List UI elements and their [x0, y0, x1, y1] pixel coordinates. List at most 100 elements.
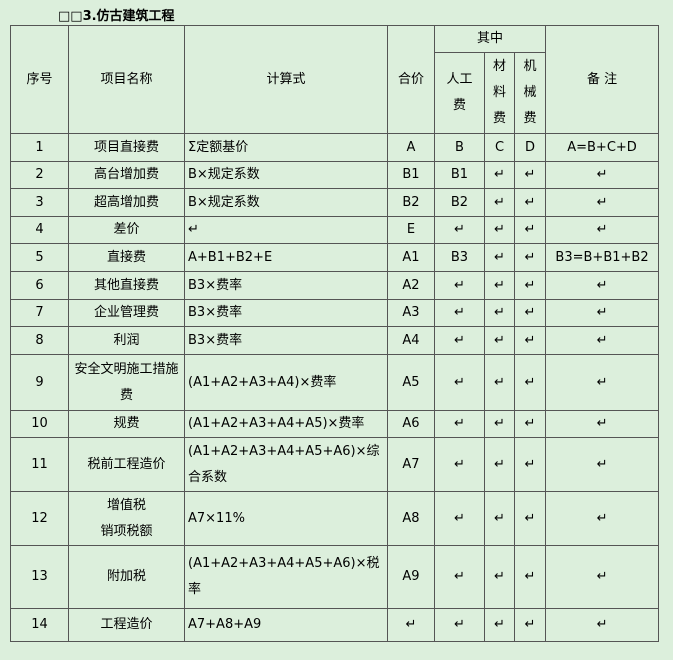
header-cell: 材料费 — [484, 52, 515, 134]
labor-cell: ↵ — [434, 299, 485, 327]
seq-cell: 2 — [10, 161, 69, 189]
table-row: 8 利润 B3×费率 A4 ↵ ↵ ↵ ↵ — [10, 326, 660, 355]
labor-cell: ↵ — [434, 608, 485, 642]
material-cell: ↵ — [484, 437, 515, 492]
formula-cell: ↵ — [184, 216, 388, 244]
seq-cell: 3 — [10, 188, 69, 217]
header-text: 人工费 — [446, 72, 473, 113]
seq-cell: 1 — [10, 133, 69, 162]
note-cell: ↵ — [545, 188, 660, 217]
cost-table: 序号 项目名称 计算式 合价 其中备 注人工费 材料费 机械费 1 项目直接费 Σ定额基价 A B C D… — [10, 25, 660, 642]
total-cell: A3 — [387, 299, 435, 327]
table-row: 5 直接费 A+B1+B2+E A1 B3 ↵ ↵ B3=B+B1+B2 — [10, 243, 660, 272]
header-cell: 人工费 — [434, 52, 485, 134]
note-cell: ↵ — [545, 410, 660, 438]
header-cell: 其中 — [433, 25, 547, 53]
formula-cell: (A1+A2+A3+A4)×费率 — [184, 354, 388, 411]
seq-cell: 5 — [10, 243, 69, 272]
table-row: 14 工程造价 A7+A8+A9 ↵ ↵ ↵ ↵ ↵ — [10, 608, 660, 642]
table-row: 13 附加税 (A1+A2+A3+A4+A5+A6)×税率 A9 ↵ ↵ ↵ ↵ — [10, 545, 660, 609]
table-row: 3 超高增加费 B×规定系数 B2 B2 ↵ ↵ ↵ — [10, 188, 660, 217]
formula-cell: A7+A8+A9 — [184, 608, 388, 642]
note-cell: ↵ — [545, 271, 660, 300]
table-row: 1 项目直接费 Σ定额基价 A B C D A=B+C+D — [10, 133, 660, 162]
formula-cell: (A1+A2+A3+A4+A5+A6)×综合系数 — [184, 437, 388, 492]
name-cell: 项目直接费 — [68, 133, 185, 162]
total-cell: A4 — [387, 326, 435, 355]
labor-cell: ↵ — [434, 271, 485, 300]
material-cell: ↵ — [484, 188, 515, 217]
machine-cell: ↵ — [513, 545, 547, 609]
seq-cell: 10 — [10, 410, 69, 438]
header-cell: 项目名称 — [68, 25, 185, 134]
name-cell: 高台增加费 — [68, 161, 185, 189]
seq-cell: 8 — [10, 326, 69, 355]
machine-cell: ↵ — [513, 354, 547, 411]
labor-cell: ↵ — [434, 491, 485, 546]
material-cell: ↵ — [484, 326, 515, 355]
header-cell: 备 注 — [545, 25, 660, 134]
material-cell: C — [484, 133, 515, 162]
machine-cell: ↵ — [513, 410, 547, 438]
note-cell: ↵ — [545, 437, 660, 492]
seq-cell: 4 — [10, 216, 69, 244]
total-cell: E — [387, 216, 435, 244]
machine-cell: ↵ — [513, 608, 547, 642]
labor-cell: B2 — [434, 188, 485, 217]
formula-cell: A+B1+B2+E — [184, 243, 388, 272]
machine-cell: ↵ — [513, 299, 547, 327]
name-cell: 企业管理费 — [68, 299, 185, 327]
formula-cell: B3×费率 — [184, 326, 388, 355]
note-cell: ↵ — [545, 608, 660, 642]
labor-cell: ↵ — [434, 410, 485, 438]
formula-cell: Σ定额基价 — [184, 133, 388, 162]
formula-cell: B3×费率 — [184, 271, 388, 300]
note-cell: ↵ — [545, 216, 660, 244]
name-cell: 税前工程造价 — [68, 437, 185, 492]
labor-cell: ↵ — [434, 545, 485, 609]
header-cell: 序号 — [10, 25, 69, 134]
machine-cell: ↵ — [513, 243, 547, 272]
material-cell: ↵ — [484, 243, 515, 272]
material-cell: ↵ — [484, 271, 515, 300]
total-cell: A9 — [387, 545, 435, 609]
material-cell: ↵ — [484, 491, 515, 546]
labor-cell: ↵ — [434, 437, 485, 492]
labor-cell: ↵ — [434, 354, 485, 411]
labor-cell: B1 — [434, 161, 485, 189]
machine-cell: ↵ — [513, 188, 547, 217]
total-cell: A5 — [387, 354, 435, 411]
table-row: 4 差价 ↵ E ↵ ↵ ↵ ↵ — [10, 216, 660, 244]
header-row: 人工费 材料费 机械费 — [11, 52, 659, 134]
formula-cell: (A1+A2+A3+A4+A5)×费率 — [184, 410, 388, 438]
name-cell: 规费 — [68, 410, 185, 438]
name-cell: 安全文明施工措施费 — [68, 354, 185, 411]
total-cell: B2 — [387, 188, 435, 217]
table-row: 7 企业管理费 B3×费率 A3 ↵ ↵ ↵ ↵ — [10, 299, 660, 327]
name-cell: 利润 — [68, 326, 185, 355]
total-cell: A — [387, 133, 435, 162]
header-cell: 计算式 — [184, 25, 388, 134]
material-cell: ↵ — [484, 299, 515, 327]
seq-cell: 14 — [10, 608, 69, 642]
material-cell: ↵ — [484, 545, 515, 609]
name-cell: 增值税 销项税额 — [68, 491, 185, 546]
table-row: 11 税前工程造价 (A1+A2+A3+A4+A5+A6)×综合系数 A7 ↵ ↵ ↵ ↵ — [10, 437, 660, 492]
note-cell: ↵ — [545, 354, 660, 411]
total-cell: A1 — [387, 243, 435, 272]
labor-cell: ↵ — [434, 216, 485, 244]
header-cell: 机械费 — [513, 52, 547, 134]
labor-cell: ↵ — [434, 326, 485, 355]
table-row: 2 高台增加费 B×规定系数 B1 B1 ↵ ↵ ↵ — [10, 161, 660, 189]
table-row: 10 规费 (A1+A2+A3+A4+A5)×费率 A6 ↵ ↵ ↵ ↵ — [10, 410, 660, 438]
name-cell: 直接费 — [68, 243, 185, 272]
seq-cell: 11 — [10, 437, 69, 492]
note-cell: ↵ — [545, 491, 660, 546]
machine-cell: ↵ — [513, 326, 547, 355]
note-cell: ↵ — [545, 326, 660, 355]
seq-cell: 6 — [10, 271, 69, 300]
header-text: 材料费 — [493, 59, 507, 126]
total-cell: ↵ — [387, 608, 435, 642]
labor-cell: B3 — [434, 243, 485, 272]
